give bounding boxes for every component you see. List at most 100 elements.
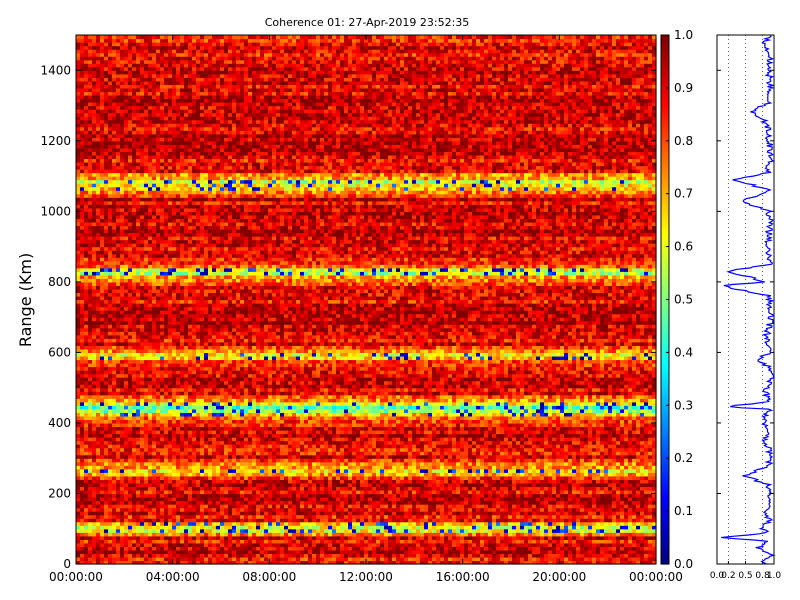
heatmap-cell bbox=[396, 479, 401, 483]
heatmap-cell bbox=[96, 483, 101, 487]
heatmap-cell bbox=[376, 483, 381, 487]
heatmap-cell bbox=[512, 444, 517, 448]
heatmap-cell bbox=[640, 536, 645, 540]
heatmap-cell bbox=[188, 497, 193, 501]
heatmap-cell bbox=[252, 536, 257, 540]
heatmap-cell bbox=[356, 550, 361, 554]
heatmap-cell bbox=[232, 472, 237, 476]
heatmap-cell bbox=[300, 504, 305, 508]
heatmap-cell bbox=[152, 539, 157, 543]
heatmap-cell bbox=[576, 518, 581, 522]
heatmap-cell bbox=[548, 479, 553, 483]
heatmap-cell bbox=[208, 522, 213, 526]
heatmap-cell bbox=[276, 462, 281, 466]
heatmap-cell bbox=[192, 490, 197, 494]
heatmap-cell bbox=[136, 441, 141, 445]
heatmap-cell bbox=[540, 532, 545, 536]
heatmap-cell bbox=[648, 497, 653, 501]
heatmap-cell bbox=[280, 448, 285, 452]
heatmap-cell bbox=[196, 539, 201, 543]
heatmap-cell bbox=[140, 511, 145, 515]
heatmap-cell bbox=[644, 451, 649, 455]
heatmap-cell bbox=[276, 465, 281, 469]
heatmap-cell bbox=[288, 515, 293, 519]
heatmap-cell bbox=[576, 486, 581, 490]
heatmap-cell bbox=[104, 515, 109, 519]
heatmap-cell bbox=[112, 557, 117, 561]
heatmap-cell bbox=[84, 522, 89, 526]
heatmap-cell bbox=[248, 518, 253, 522]
heatmap-cell bbox=[464, 539, 469, 543]
heatmap-cell bbox=[596, 490, 601, 494]
heatmap-cell bbox=[544, 522, 549, 526]
heatmap-cell bbox=[216, 486, 221, 490]
heatmap-cell bbox=[136, 465, 141, 469]
heatmap-cell bbox=[480, 550, 485, 554]
heatmap-cell bbox=[408, 483, 413, 487]
heatmap-cell bbox=[228, 543, 233, 547]
heatmap-cell bbox=[568, 486, 573, 490]
heatmap-cell bbox=[376, 469, 381, 473]
heatmap-cell bbox=[304, 472, 309, 476]
heatmap-cell bbox=[84, 504, 89, 508]
heatmap-cell bbox=[604, 522, 609, 526]
heatmap-cell bbox=[376, 490, 381, 494]
heatmap-cell bbox=[488, 493, 493, 497]
heatmap-cell bbox=[204, 497, 209, 501]
heatmap-cell bbox=[564, 465, 569, 469]
heatmap-cell bbox=[220, 539, 225, 543]
heatmap-cell bbox=[600, 462, 605, 466]
heatmap-cell bbox=[224, 486, 229, 490]
heatmap-cell bbox=[560, 490, 565, 494]
heatmap-cell bbox=[108, 501, 113, 505]
heatmap-cell bbox=[132, 508, 137, 512]
heatmap-cell bbox=[328, 511, 333, 515]
heatmap-cell bbox=[300, 501, 305, 505]
heatmap-cell bbox=[512, 493, 517, 497]
heatmap-cell bbox=[608, 497, 613, 501]
heatmap-cell bbox=[516, 451, 521, 455]
heatmap-cell bbox=[544, 501, 549, 505]
heatmap-cell bbox=[420, 448, 425, 452]
heatmap-cell bbox=[120, 532, 125, 536]
heatmap-cell bbox=[200, 448, 205, 452]
heatmap-cell bbox=[548, 476, 553, 480]
heatmap-cell bbox=[512, 522, 517, 526]
heatmap-cell bbox=[604, 543, 609, 547]
heatmap-cell bbox=[136, 493, 141, 497]
heatmap-cell bbox=[452, 539, 457, 543]
heatmap-cell bbox=[196, 522, 201, 526]
heatmap-cell bbox=[580, 550, 585, 554]
heatmap-cell bbox=[116, 490, 121, 494]
heatmap-cell bbox=[76, 486, 81, 490]
heatmap-cell bbox=[372, 469, 377, 473]
heatmap-cell bbox=[452, 508, 457, 512]
heatmap-cell bbox=[120, 557, 125, 561]
heatmap-cell bbox=[252, 543, 257, 547]
heatmap-cell bbox=[564, 476, 569, 480]
heatmap-cell bbox=[132, 553, 137, 557]
heatmap-cell bbox=[128, 525, 133, 529]
heatmap-cell bbox=[624, 504, 629, 508]
heatmap-cell bbox=[432, 497, 437, 501]
heatmap-cell bbox=[408, 522, 413, 526]
heatmap-cell bbox=[364, 476, 369, 480]
heatmap-cell bbox=[456, 472, 461, 476]
heatmap-cell bbox=[644, 550, 649, 554]
heatmap-cell bbox=[264, 532, 269, 536]
heatmap-cell bbox=[188, 504, 193, 508]
heatmap-cell bbox=[524, 550, 529, 554]
heatmap-cell bbox=[268, 448, 273, 452]
heatmap-cell bbox=[184, 525, 189, 529]
heatmap-cell bbox=[100, 550, 105, 554]
heatmap-cell bbox=[340, 448, 345, 452]
heatmap-cell bbox=[408, 479, 413, 483]
heatmap-cell bbox=[404, 553, 409, 557]
heatmap-cell bbox=[428, 515, 433, 519]
heatmap-cell bbox=[360, 465, 365, 469]
heatmap-cell bbox=[572, 532, 577, 536]
heatmap-cell bbox=[592, 479, 597, 483]
heatmap-cell bbox=[272, 441, 277, 445]
heatmap-cell bbox=[496, 483, 501, 487]
heatmap-cell bbox=[248, 490, 253, 494]
